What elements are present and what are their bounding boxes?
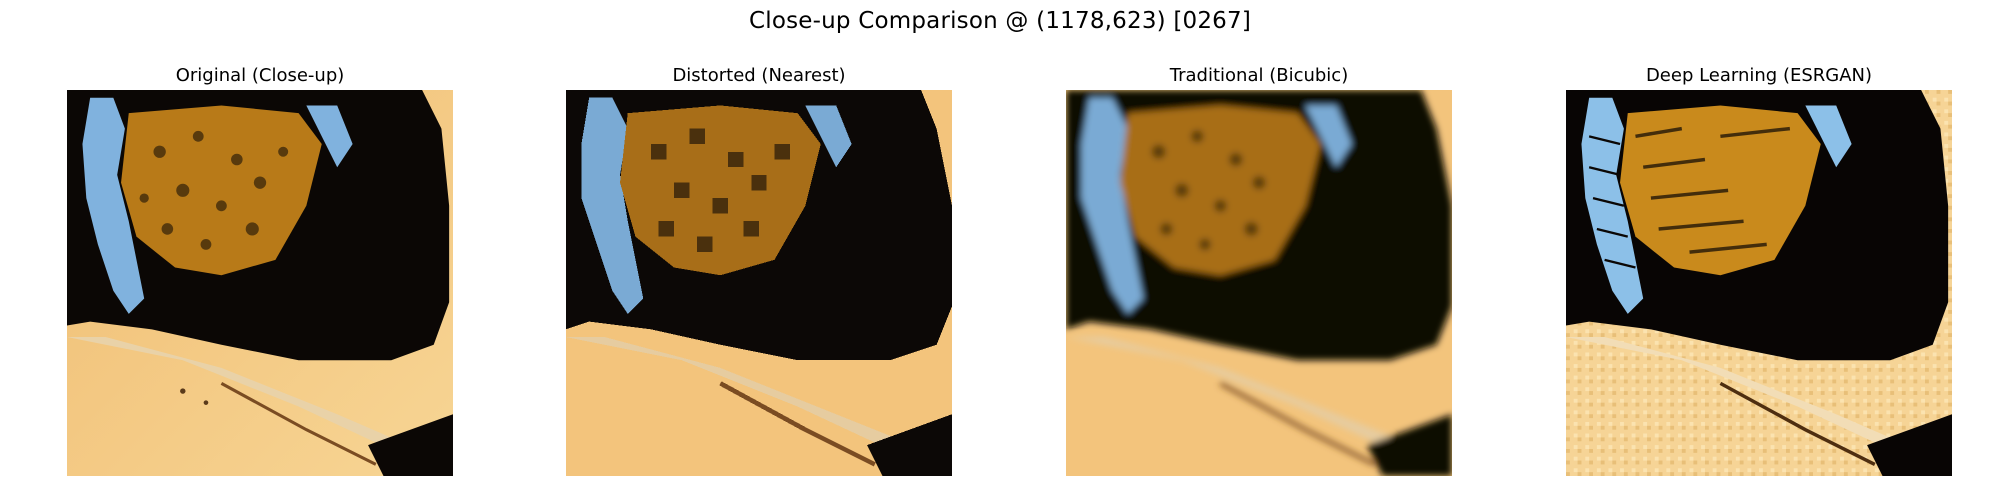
panel-title-bicubic: Traditional (Bicubic) bbox=[1169, 65, 1349, 86]
panel-esrgan: Deep Learning (ESRGAN) bbox=[1566, 64, 1952, 476]
figure-title: Close-up Comparison @ (1178,623) [0267] bbox=[748, 8, 1252, 34]
panel-bicubic: Traditional (Bicubic) bbox=[1066, 64, 1452, 476]
butterfly-wing-image bbox=[67, 90, 453, 476]
panel-title-esrgan: Deep Learning (ESRGAN) bbox=[1645, 65, 1873, 86]
butterfly-wing-image bbox=[1066, 90, 1452, 476]
panel-nearest: Distorted (Nearest) bbox=[566, 64, 952, 476]
panel-original: Original (Close-up) bbox=[67, 64, 453, 476]
butterfly-wing-image bbox=[566, 90, 952, 476]
panel-title-nearest: Distorted (Nearest) bbox=[672, 65, 846, 86]
image-traditional-bicubic bbox=[1066, 90, 1452, 476]
butterfly-wing-image bbox=[1566, 90, 1952, 476]
image-original-closeup bbox=[67, 90, 453, 476]
panel-title-original: Original (Close-up) bbox=[175, 65, 345, 86]
image-deep-learning-esrgan bbox=[1566, 90, 1952, 476]
image-distorted-nearest bbox=[566, 90, 952, 476]
